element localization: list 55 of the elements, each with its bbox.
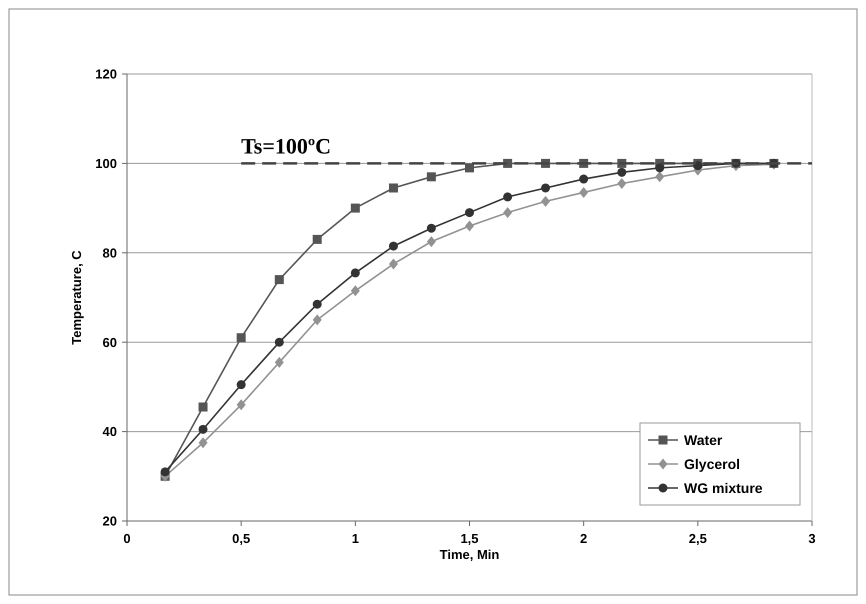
y-tick-label: 120 [95, 66, 117, 82]
point [465, 220, 474, 232]
point [617, 178, 626, 190]
point [236, 380, 246, 390]
x-tick-label: 2,5 [688, 531, 707, 546]
point [426, 224, 436, 233]
point [312, 234, 322, 244]
point [579, 174, 588, 184]
point [350, 204, 360, 213]
point [160, 467, 170, 476]
point [579, 186, 588, 198]
point [198, 402, 208, 412]
point [655, 171, 664, 182]
point [541, 183, 550, 192]
y-tick-label: 40 [102, 424, 117, 440]
point [541, 196, 550, 207]
point [617, 168, 626, 177]
point [426, 236, 436, 248]
point [655, 163, 664, 172]
point [388, 258, 398, 270]
y-tick-label: 60 [102, 334, 117, 350]
x-tick-label: 1,5 [460, 531, 479, 546]
point [426, 172, 436, 182]
point [350, 285, 360, 296]
point [503, 192, 512, 202]
point [198, 424, 208, 434]
y-tick-label: 20 [102, 514, 117, 529]
annotation: Ts=100ºC [241, 133, 332, 158]
x-tick-label: 2 [580, 531, 588, 546]
x-tick-label: 0 [123, 531, 131, 546]
y-tick-label: 80 [102, 245, 117, 260]
point [350, 268, 360, 278]
x-tick-label: 3 [808, 531, 816, 546]
legend-label: Water [684, 432, 723, 448]
legend-label: Glycerol [684, 456, 740, 472]
point [388, 183, 398, 192]
point [198, 437, 208, 448]
point [236, 333, 246, 342]
point [465, 163, 474, 172]
y-axis-title: Temperature, C [69, 250, 84, 345]
point [465, 208, 474, 218]
point [312, 300, 322, 309]
legend-label: WG mixture [684, 480, 763, 496]
point [503, 207, 512, 218]
x-tick-label: 1 [352, 531, 359, 546]
x-tick-label: 0,5 [232, 531, 250, 546]
point [274, 356, 284, 368]
y-tick-label: 100 [95, 156, 117, 171]
point [236, 399, 246, 410]
x-axis-title: Time, Min [440, 547, 500, 562]
point [693, 161, 702, 170]
point [312, 314, 322, 326]
point [388, 242, 398, 251]
point [274, 275, 284, 284]
point [274, 338, 284, 347]
